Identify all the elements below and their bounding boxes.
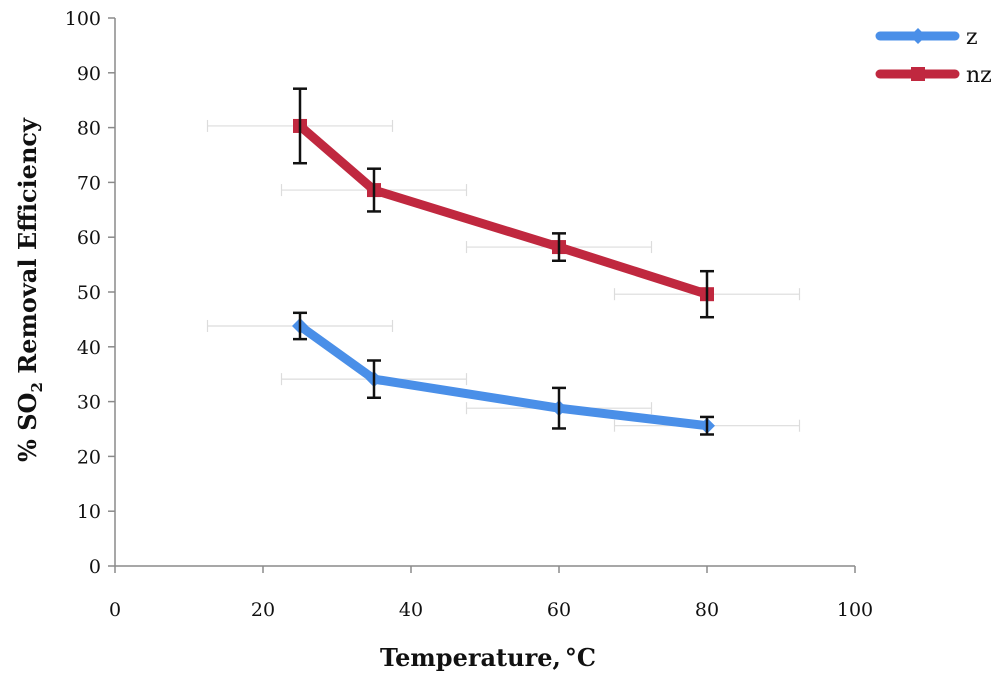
- legend-marker-nz: [911, 67, 925, 81]
- y-tick-label: 50: [77, 282, 101, 304]
- y-axis-title: % SO2 Removal Efficiency: [13, 117, 46, 462]
- y-tick-label: 10: [77, 501, 101, 523]
- axes: [108, 17, 856, 573]
- y-tick-label: 0: [89, 556, 101, 578]
- x-tick-label: 100: [837, 599, 873, 621]
- x-tick-label: 0: [109, 599, 121, 621]
- x-tick-label: 80: [695, 599, 719, 621]
- legend-label-z: z: [966, 25, 978, 50]
- tick-labels: 0 10 20 30 40 50 60 70 80 90 100 0 20 40 60 80 100: [65, 8, 873, 621]
- series: [292, 118, 715, 434]
- legend: z nz: [875, 25, 992, 88]
- y-tick-label: 20: [77, 446, 101, 468]
- x-error-bars: [206, 119, 801, 432]
- y-tick-label: 60: [77, 227, 101, 249]
- x-tick-label: 60: [547, 599, 571, 621]
- y-tick-label: 100: [65, 8, 101, 30]
- series-line-nz: [295, 121, 712, 299]
- y-tick-label: 40: [77, 337, 101, 359]
- y-error-bars: [293, 87, 714, 436]
- y-tick-label: 30: [77, 392, 101, 414]
- x-axis-title: Temperature, °C: [380, 643, 596, 672]
- y-tick-label: 80: [77, 118, 101, 140]
- legend-marker-z: [910, 28, 926, 44]
- y-tick-label: 70: [77, 172, 101, 194]
- x-tick-label: 20: [251, 599, 275, 621]
- y-tick-label: 90: [77, 63, 101, 85]
- legend-label-nz: nz: [966, 63, 992, 88]
- series-line-z: [295, 321, 712, 431]
- x-tick-label: 40: [399, 599, 423, 621]
